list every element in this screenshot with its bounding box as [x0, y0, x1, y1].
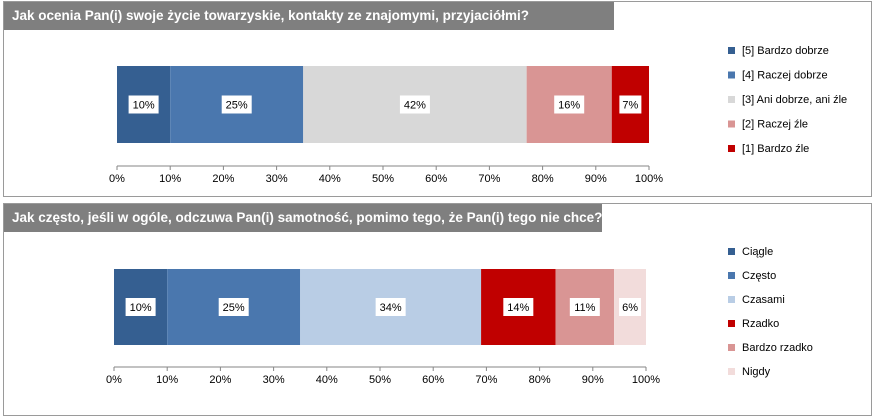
x-tick-label: 10% [156, 374, 178, 386]
legend-entry: Nigdy [742, 366, 771, 378]
data-label: 42% [404, 100, 426, 112]
legend-entry: Często [742, 270, 776, 282]
x-tick-label: 70% [478, 173, 500, 185]
legend-swatch [728, 96, 735, 103]
data-label: 10% [133, 100, 155, 112]
data-label-box [569, 298, 600, 316]
chart-panel-1: Jak ocenia Pan(i) swoje życie towarzyski… [3, 1, 872, 197]
data-label-box [221, 95, 252, 114]
chart-title-2: Jak często, jeśli w ogóle, odczuwa Pan(i… [4, 204, 602, 232]
data-label-box [125, 298, 156, 316]
legend-entry: Bardzo rzadko [742, 342, 813, 354]
x-tick-label: 20% [209, 374, 231, 386]
x-tick-label: 0% [109, 173, 125, 185]
data-label-box [375, 298, 406, 316]
legend-entry: [2] Raczej źle [742, 119, 808, 131]
x-tick-label: 90% [582, 374, 604, 386]
legend-swatch [728, 368, 735, 375]
data-label: 11% [574, 302, 595, 314]
x-tick-label: 70% [475, 374, 497, 386]
x-tick-label: 40% [319, 173, 341, 185]
x-tick-label: 50% [369, 374, 391, 386]
x-tick-label: 10% [159, 173, 181, 185]
chart-panel-2: Jak często, jeśli w ogóle, odczuwa Pan(i… [3, 203, 872, 416]
data-label: 10% [130, 302, 152, 314]
x-tick-label: 40% [316, 374, 338, 386]
legend-swatch [728, 145, 735, 152]
data-label-box [399, 95, 430, 114]
legend-swatch [728, 47, 735, 54]
legend-entry: [5] Bardzo dobrze [742, 45, 829, 57]
legend-entry: [4] Raczej dobrze [742, 70, 828, 82]
chart-title-1: Jak ocenia Pan(i) swoje życie towarzyski… [4, 2, 614, 30]
x-tick-label: 30% [266, 173, 288, 185]
x-tick-label: 0% [106, 374, 122, 386]
legend-swatch [728, 320, 735, 327]
data-label: 6% [622, 302, 638, 314]
legend-swatch [728, 272, 735, 279]
legend-entry: [3] Ani dobrze, ani źle [742, 94, 847, 106]
x-tick-label: 60% [425, 173, 447, 185]
legend-entry: Rzadko [742, 318, 779, 330]
data-label-box [619, 95, 642, 114]
data-label-box [218, 298, 249, 316]
legend-entry: Czasami [742, 294, 785, 306]
data-label: 7% [622, 100, 638, 112]
x-tick-label: 100% [635, 173, 663, 185]
legend-swatch [728, 296, 735, 303]
legend-entry: [1] Bardzo źle [742, 143, 809, 155]
x-tick-label: 30% [263, 374, 285, 386]
data-label-box [128, 95, 159, 114]
chart-1-svg: 0% 10% 20% 30% 40% 50% 60% 70% 80% 90% 100% 10% 25% 4… [109, 45, 847, 185]
legend-swatch [728, 71, 735, 79]
legend-swatch [728, 344, 735, 351]
data-label-box [619, 298, 642, 316]
data-label: 25% [223, 302, 245, 314]
chart-2-svg: 0% 10% 20% 30% 40% 50% 60% 70% 80% 90% 100% 10% 25% 3… [106, 246, 813, 386]
data-label: 25% [226, 100, 248, 112]
legend-swatch [728, 248, 735, 255]
data-label: 14% [507, 302, 529, 314]
x-tick-label: 60% [422, 374, 444, 386]
data-label-box [503, 298, 534, 316]
data-label: 16% [558, 100, 580, 112]
x-tick-label: 50% [372, 173, 394, 185]
x-tick-label: 100% [632, 374, 660, 386]
x-tick-label: 20% [212, 173, 234, 185]
x-tick-label: 90% [585, 173, 607, 185]
legend-swatch [728, 120, 735, 128]
x-tick-label: 80% [529, 374, 551, 386]
data-label: 34% [380, 302, 402, 314]
x-tick-label: 80% [532, 173, 554, 185]
legend-entry: Ciągle [742, 246, 773, 258]
data-label-box [554, 95, 585, 114]
